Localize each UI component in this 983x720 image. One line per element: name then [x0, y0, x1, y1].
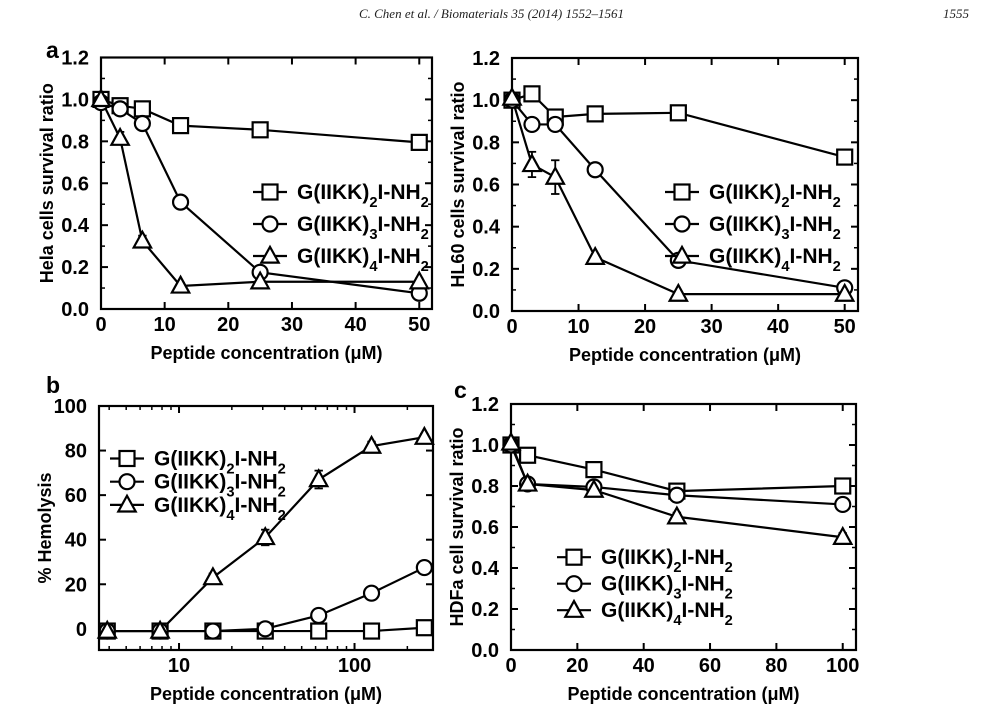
svg-text:80: 80 [65, 441, 87, 463]
svg-text:G(IIKK)2I-NH2: G(IIKK)2I-NH2 [601, 546, 733, 576]
svg-text:0: 0 [505, 655, 516, 677]
svg-text:20: 20 [65, 574, 87, 596]
svg-text:% Hemolysis: % Hemolysis [35, 472, 55, 583]
svg-text:10: 10 [154, 314, 176, 336]
svg-text:G(IIKK)2I-NH2: G(IIKK)2I-NH2 [297, 181, 429, 211]
svg-text:100: 100 [54, 396, 87, 418]
svg-text:20: 20 [634, 316, 656, 338]
svg-text:80: 80 [765, 655, 787, 677]
svg-text:60: 60 [65, 485, 87, 507]
svg-text:1.0: 1.0 [472, 90, 500, 112]
svg-text:0.8: 0.8 [61, 131, 89, 153]
svg-text:Peptide concentration (μM): Peptide concentration (μM) [150, 343, 382, 363]
svg-text:G(IIKK)4I-NH2: G(IIKK)4I-NH2 [154, 494, 286, 524]
svg-text:0.4: 0.4 [472, 217, 501, 239]
svg-text:G(IIKK)2I-NH2: G(IIKK)2I-NH2 [709, 181, 841, 211]
svg-text:0.4: 0.4 [471, 558, 500, 580]
svg-text:30: 30 [281, 314, 303, 336]
svg-text:G(IIKK)3I-NH2: G(IIKK)3I-NH2 [297, 213, 429, 243]
svg-text:20: 20 [566, 655, 588, 677]
svg-text:40: 40 [767, 316, 789, 338]
svg-text:0.6: 0.6 [61, 173, 89, 195]
svg-text:60: 60 [699, 655, 721, 677]
svg-text:1.0: 1.0 [61, 89, 89, 111]
svg-text:0.6: 0.6 [471, 517, 499, 539]
svg-text:0.4: 0.4 [61, 215, 90, 237]
svg-text:0.0: 0.0 [471, 640, 499, 662]
svg-text:100: 100 [826, 655, 859, 677]
svg-text:0.6: 0.6 [472, 175, 500, 197]
svg-text:30: 30 [700, 316, 722, 338]
svg-text:0.2: 0.2 [61, 257, 89, 279]
svg-text:G(IIKK)3I-NH2: G(IIKK)3I-NH2 [709, 213, 841, 243]
svg-text:1.2: 1.2 [472, 48, 500, 70]
svg-text:40: 40 [344, 314, 366, 336]
svg-text:G(IIKK)3I-NH2: G(IIKK)3I-NH2 [601, 573, 733, 603]
svg-text:0: 0 [95, 314, 106, 336]
svg-text:Peptide concentration (μM): Peptide concentration (μM) [567, 684, 799, 704]
svg-text:G(IIKK)4I-NH2: G(IIKK)4I-NH2 [709, 245, 841, 275]
svg-text:G(IIKK)4I-NH2: G(IIKK)4I-NH2 [601, 599, 733, 629]
svg-text:Peptide concentration (μM): Peptide concentration (μM) [150, 684, 382, 704]
svg-text:0: 0 [76, 619, 87, 641]
svg-text:0.8: 0.8 [472, 132, 500, 154]
svg-text:0.2: 0.2 [472, 259, 500, 281]
svg-text:1.2: 1.2 [61, 48, 89, 70]
svg-text:0.0: 0.0 [472, 301, 500, 323]
svg-text:100: 100 [338, 655, 371, 677]
svg-text:0.8: 0.8 [471, 476, 499, 498]
svg-text:Peptide concentration (μM): Peptide concentration (μM) [569, 345, 801, 365]
svg-text:10: 10 [168, 655, 190, 677]
svg-text:50: 50 [834, 316, 856, 338]
svg-text:40: 40 [633, 655, 655, 677]
svg-text:40: 40 [65, 530, 87, 552]
svg-text:20: 20 [217, 314, 239, 336]
svg-text:1.2: 1.2 [471, 394, 499, 416]
svg-text:HL60 cells survival ratio: HL60 cells survival ratio [448, 81, 468, 287]
svg-text:0.0: 0.0 [61, 299, 89, 321]
svg-text:G(IIKK)4I-NH2: G(IIKK)4I-NH2 [297, 245, 429, 275]
svg-text:Hela cells survival ratio: Hela cells survival ratio [37, 83, 57, 283]
svg-text:10: 10 [567, 316, 589, 338]
svg-text:50: 50 [408, 314, 430, 336]
svg-text:0.2: 0.2 [471, 599, 499, 621]
svg-text:1.0: 1.0 [471, 435, 499, 457]
svg-text:0: 0 [506, 316, 517, 338]
svg-text:HDFa cell survival ratio: HDFa cell survival ratio [447, 427, 467, 626]
